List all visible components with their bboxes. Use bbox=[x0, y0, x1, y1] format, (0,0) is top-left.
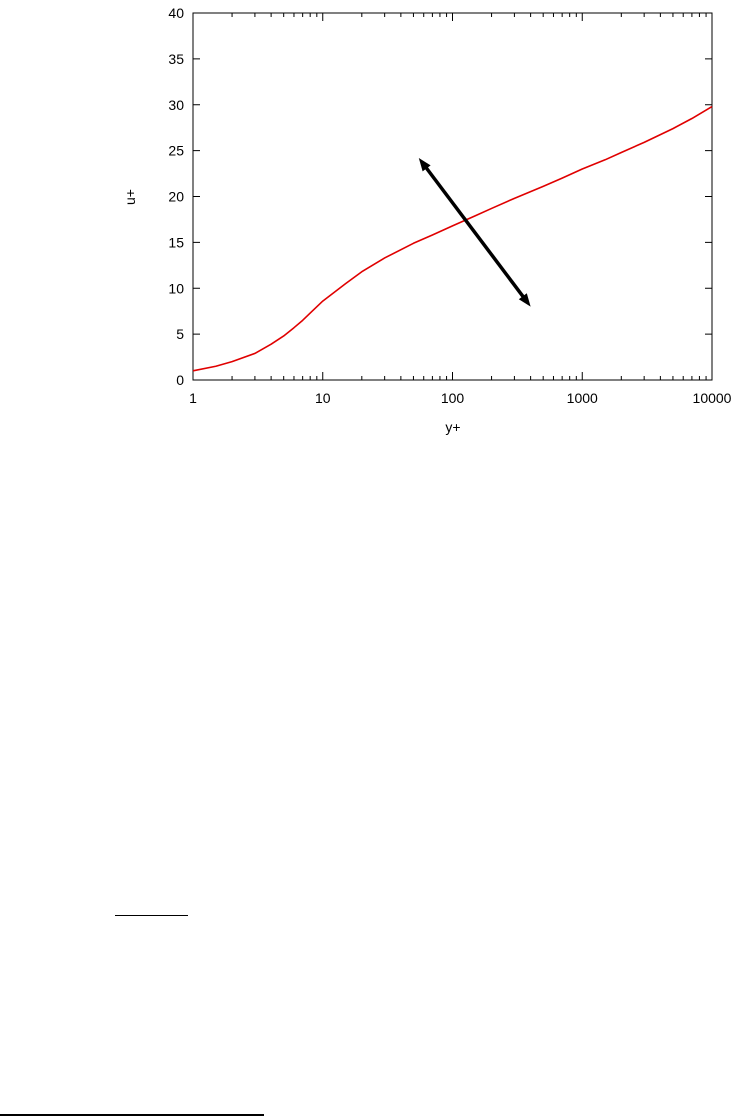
x-axis-ticks: 1 10 100 1000 10000 bbox=[189, 13, 732, 406]
x-tick-label: 1000 bbox=[567, 390, 598, 406]
y-tick-label: 10 bbox=[168, 280, 184, 296]
y-tick-label: 0 bbox=[176, 372, 184, 388]
double-arrow-shaft bbox=[421, 161, 529, 303]
x-tick-label: 10 bbox=[315, 390, 331, 406]
y-tick-label: 25 bbox=[168, 143, 184, 159]
arrow-head-lower bbox=[518, 293, 531, 307]
y-tick-label: 35 bbox=[168, 51, 184, 67]
series-group bbox=[192, 105, 713, 372]
x-axis-label: y+ bbox=[445, 419, 460, 435]
plot-frame bbox=[192, 12, 713, 381]
arrow-head-upper bbox=[418, 157, 431, 172]
y-tick-label: 30 bbox=[168, 97, 184, 113]
annotation-group bbox=[418, 157, 531, 307]
chart: 0 5 10 15 20 25 30 35 40 1 10 100 1000 10000 u+ y+ bbox=[122, 5, 732, 435]
y-tick-label: 40 bbox=[168, 5, 184, 21]
x-tick-label: 100 bbox=[441, 390, 465, 406]
y-tick-label: 5 bbox=[176, 326, 184, 342]
footnote-rule-short bbox=[115, 915, 188, 916]
footnote-rule bbox=[0, 1114, 264, 1116]
y-tick-label: 20 bbox=[168, 189, 184, 205]
x-tick-label: 1 bbox=[189, 390, 197, 406]
y-axis-ticks: 0 5 10 15 20 25 30 35 40 bbox=[168, 5, 712, 388]
series-line-velocity-profile bbox=[192, 105, 713, 372]
x-tick-label: 10000 bbox=[693, 390, 732, 406]
y-tick-label: 15 bbox=[168, 234, 184, 250]
y-axis-label: u+ bbox=[122, 189, 138, 205]
